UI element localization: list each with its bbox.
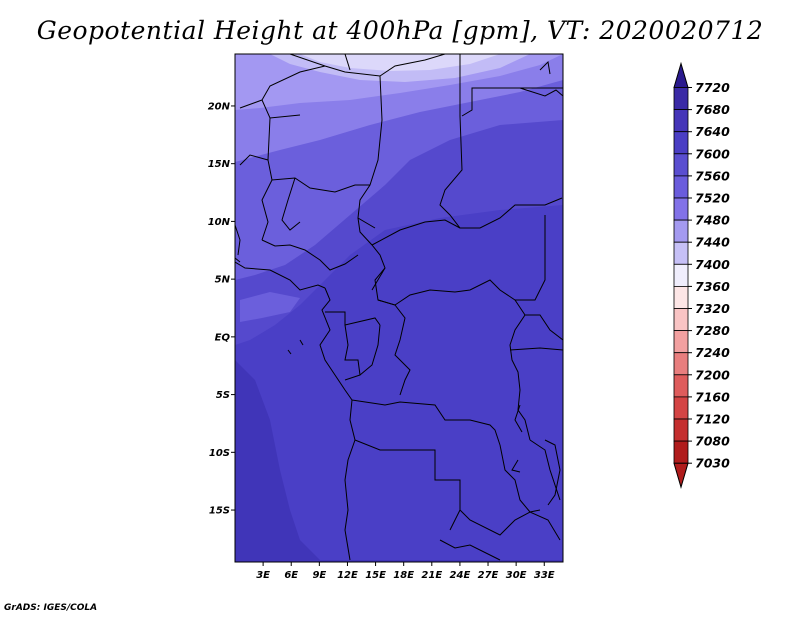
x-tick-label: 27E — [478, 570, 499, 581]
y-tick-label: 10S — [209, 448, 230, 459]
colorbar-label: 7240 — [695, 345, 730, 360]
colorbar-label: 7360 — [695, 279, 730, 294]
y-tick-label: EQ — [215, 332, 231, 343]
x-tick-label: 3E — [256, 570, 270, 581]
colorbar-label: 7520 — [695, 191, 730, 206]
x-tick-label: 15E — [365, 570, 386, 581]
colorbar-box — [673, 131, 689, 155]
colorbar-label: 7680 — [695, 102, 730, 117]
colorbar-label: 7080 — [695, 434, 730, 449]
x-tick-label: 18E — [393, 570, 414, 581]
colorbar-label: 7160 — [695, 389, 730, 404]
colorbar-box — [673, 263, 689, 287]
chart-title: Geopotential Height at 400hPa [gpm], VT:… — [36, 16, 764, 45]
y-tick-label: 15N — [208, 159, 231, 170]
colorbar-box — [673, 197, 689, 221]
colorbar-box — [673, 308, 689, 332]
colorbar-label: 7640 — [695, 124, 730, 139]
colorbar-bottom-arrow — [673, 462, 689, 489]
colorbar-box — [673, 219, 689, 243]
x-tick-label: 21E — [421, 570, 442, 581]
y-tick-label: 15S — [209, 506, 230, 517]
y-tick-label: 10N — [208, 217, 231, 228]
colorbar-label: 7200 — [695, 367, 730, 382]
colorbar-label: 7280 — [695, 323, 730, 338]
colorbar-label: 7600 — [695, 146, 730, 161]
colorbar-label: 7120 — [695, 412, 730, 427]
colorbar-box — [673, 109, 689, 133]
colorbar-box — [673, 440, 689, 464]
x-tick-label: 24E — [450, 570, 471, 581]
colorbar-box — [673, 352, 689, 376]
x-axis: 3E 6E 9E 12E 15E 18E 21E 24E 27E 30E 33E — [256, 562, 555, 581]
x-tick-label: 6E — [284, 570, 298, 581]
y-tick-label: 5N — [215, 275, 231, 286]
colorbar-label: 7560 — [695, 168, 730, 183]
map-frame — [234, 53, 564, 563]
colorbar-label: 7480 — [695, 213, 730, 228]
colorbar-label: 7030 — [695, 456, 730, 471]
credit-label: GrADS: IGES/COLA — [4, 603, 98, 613]
boundaries — [235, 54, 563, 561]
x-tick-label: 12E — [337, 570, 358, 581]
y-axis: 20N 15N 10N 5N EQ 5S 10S 15S — [208, 101, 235, 517]
field-patch — [240, 292, 300, 322]
colorbar: 7720 7680 7640 7600 7560 7520 7480 7440 7400 7360… — [673, 61, 730, 489]
colorbar-box — [673, 418, 689, 442]
colorbar-box — [673, 330, 689, 354]
colorbar-label: 7720 — [695, 80, 730, 95]
x-tick-label: 9E — [312, 570, 326, 581]
colorbar-box — [673, 175, 689, 199]
colorbar-label: 7320 — [695, 301, 730, 316]
colorbar-box — [673, 374, 689, 398]
colorbar-box — [673, 87, 689, 111]
y-tick-label: 5S — [216, 390, 230, 401]
colorbar-top-arrow — [673, 61, 689, 88]
x-tick-label: 33E — [534, 570, 555, 581]
field-band-7460 — [300, 54, 500, 71]
colorbar-box — [673, 396, 689, 420]
colorbar-box — [673, 285, 689, 309]
y-tick-label: 20N — [208, 101, 231, 112]
colorbar-box — [673, 241, 689, 265]
colorbar-label: 7400 — [695, 257, 730, 272]
colorbar-box — [673, 153, 689, 177]
x-tick-label: 30E — [506, 570, 527, 581]
height-field — [235, 54, 563, 562]
colorbar-label: 7440 — [695, 235, 730, 250]
